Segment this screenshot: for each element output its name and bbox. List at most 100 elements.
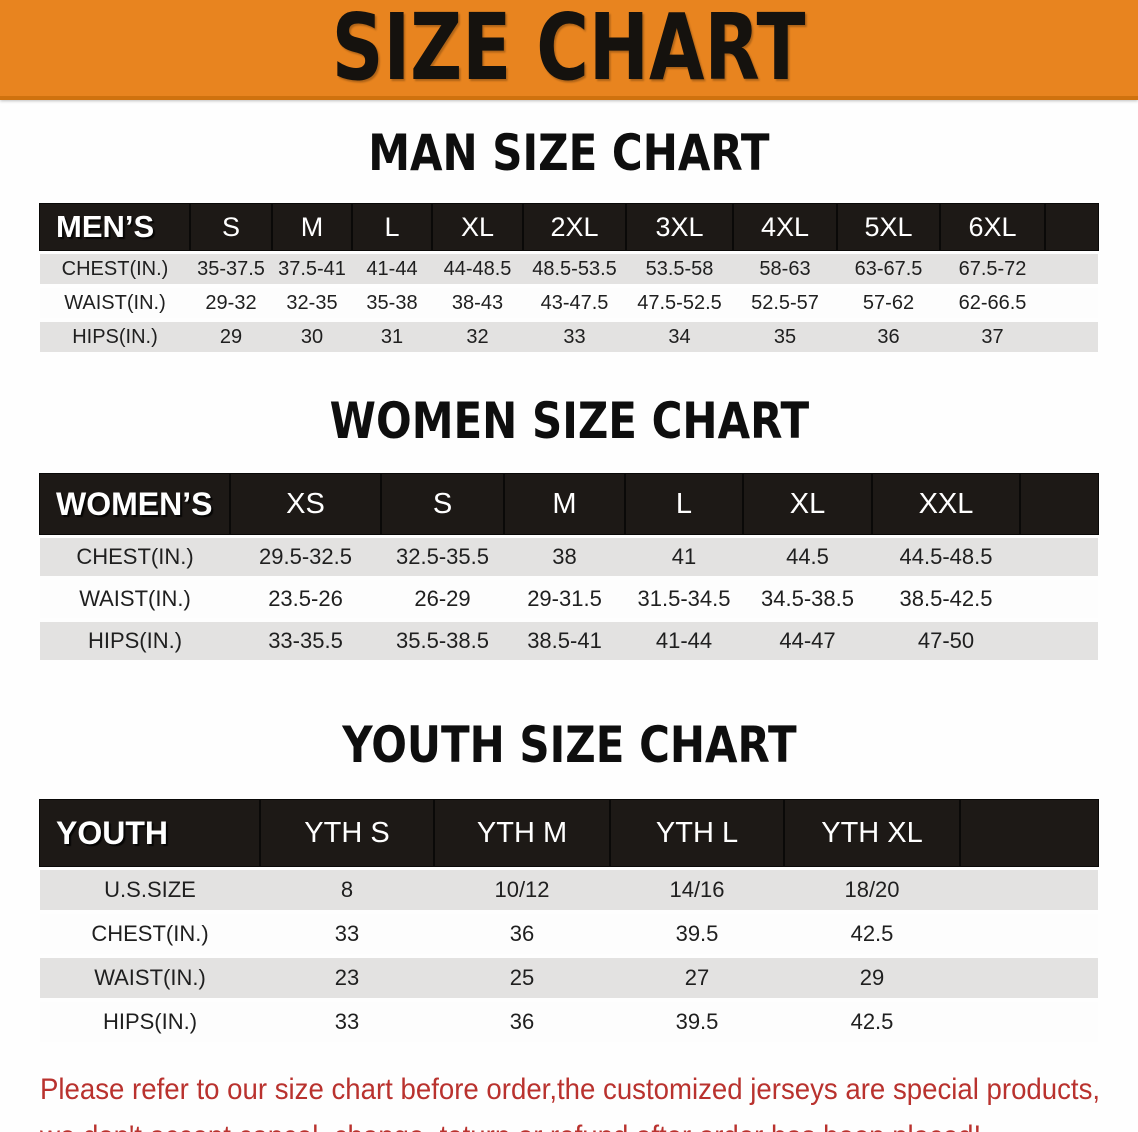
size-value-cell: 34.5-38.5	[743, 580, 872, 618]
women-chest-row: CHEST(IN.) 29.5-32.5 32.5-35.5 38 41 44.…	[40, 538, 1098, 576]
size-value-cell: 38-43	[432, 288, 523, 318]
size-value-cell: 53.5-58	[626, 254, 733, 284]
size-value-cell: 23.5-26	[230, 580, 381, 618]
size-value-cell: 18/20	[784, 870, 960, 910]
size-value-cell: 26-29	[381, 580, 504, 618]
men-size-column: L	[351, 203, 433, 251]
men-size-table: MEN’S S M L XL 2XL 3XL 4XL 5XL 6XL CHEST…	[39, 200, 1099, 356]
men-size-column: 5XL	[836, 203, 941, 251]
women-size-column: XS	[229, 473, 382, 535]
size-value-cell: 58-63	[733, 254, 837, 284]
women-size-column: XL	[742, 473, 873, 535]
size-value-cell: 33	[523, 322, 626, 352]
men-size-column: S	[189, 203, 273, 251]
size-value-cell: 10/12	[434, 870, 610, 910]
youth-header-row: YOUTH YTH S YTH M YTH L YTH XL	[39, 799, 1099, 867]
row-label: HIPS(IN.)	[40, 322, 190, 352]
disclaimer-line-1: Please refer to our size chart before or…	[40, 1073, 1101, 1106]
filler-cell	[960, 958, 1098, 998]
men-header-row: MEN’S S M L XL 2XL 3XL 4XL 5XL 6XL	[39, 203, 1099, 251]
youth-size-column: YTH XL	[783, 799, 961, 867]
filler-cell	[960, 914, 1098, 954]
women-section-heading: WOMEN SIZE CHART	[0, 396, 1138, 446]
youth-chest-row: CHEST(IN.) 33 36 39.5 42.5	[40, 914, 1098, 954]
size-value-cell: 37.5-41	[272, 254, 352, 284]
row-label: WAIST(IN.)	[40, 580, 230, 618]
size-value-cell: 41-44	[352, 254, 432, 284]
size-value-cell: 29	[190, 322, 272, 352]
filler-cell	[1045, 254, 1098, 284]
size-chart-banner: SIZE CHART	[0, 0, 1138, 100]
size-value-cell: 57-62	[837, 288, 940, 318]
youth-size-column: YTH S	[259, 799, 435, 867]
size-value-cell: 31	[352, 322, 432, 352]
filler-cell	[960, 870, 1098, 910]
women-size-column: M	[503, 473, 626, 535]
size-value-cell: 34	[626, 322, 733, 352]
size-value-cell: 48.5-53.5	[523, 254, 626, 284]
size-value-cell: 43-47.5	[523, 288, 626, 318]
men-size-column: 4XL	[732, 203, 838, 251]
size-value-cell: 35.5-38.5	[381, 622, 504, 660]
men-size-column: M	[271, 203, 353, 251]
size-value-cell: 41	[625, 538, 743, 576]
men-size-column: XL	[431, 203, 524, 251]
row-label: CHEST(IN.)	[40, 914, 260, 954]
men-header-label: MEN’S	[39, 203, 191, 251]
youth-size-column: YTH M	[433, 799, 611, 867]
size-value-cell: 29	[784, 958, 960, 998]
size-value-cell: 29-32	[190, 288, 272, 318]
size-value-cell: 33	[260, 914, 434, 954]
women-header-label: WOMEN’S	[39, 473, 231, 535]
men-waist-row: WAIST(IN.) 29-32 32-35 35-38 38-43 43-47…	[40, 288, 1098, 318]
size-value-cell: 27	[610, 958, 784, 998]
size-value-cell: 44.5-48.5	[872, 538, 1020, 576]
size-value-cell: 8	[260, 870, 434, 910]
size-value-cell: 36	[434, 1002, 610, 1042]
size-value-cell: 35	[733, 322, 837, 352]
women-size-column: XXL	[871, 473, 1021, 535]
size-value-cell: 42.5	[784, 1002, 960, 1042]
filler-cell	[1020, 622, 1098, 660]
size-value-cell: 39.5	[610, 1002, 784, 1042]
size-value-cell: 44.5	[743, 538, 872, 576]
row-label: CHEST(IN.)	[40, 538, 230, 576]
size-value-cell: 38.5-41	[504, 622, 625, 660]
filler-cell	[1019, 473, 1099, 535]
size-value-cell: 41-44	[625, 622, 743, 660]
row-label: HIPS(IN.)	[40, 622, 230, 660]
men-size-column: 6XL	[939, 203, 1046, 251]
size-value-cell: 67.5-72	[940, 254, 1045, 284]
filler-cell	[1020, 580, 1098, 618]
row-label: HIPS(IN.)	[40, 1002, 260, 1042]
men-chest-row: CHEST(IN.) 35-37.5 37.5-41 41-44 44-48.5…	[40, 254, 1098, 284]
youth-size-column: YTH L	[609, 799, 785, 867]
size-value-cell: 32	[432, 322, 523, 352]
filler-cell	[959, 799, 1099, 867]
youth-waist-row: WAIST(IN.) 23 25 27 29	[40, 958, 1098, 998]
size-value-cell: 44-48.5	[432, 254, 523, 284]
size-value-cell: 33	[260, 1002, 434, 1042]
size-value-cell: 36	[837, 322, 940, 352]
size-value-cell: 44-47	[743, 622, 872, 660]
size-value-cell: 36	[434, 914, 610, 954]
row-label: U.S.SIZE	[40, 870, 260, 910]
youth-hips-row: HIPS(IN.) 33 36 39.5 42.5	[40, 1002, 1098, 1042]
size-value-cell: 32.5-35.5	[381, 538, 504, 576]
size-value-cell: 14/16	[610, 870, 784, 910]
size-value-cell: 38	[504, 538, 625, 576]
youth-section-heading: YOUTH SIZE CHART	[0, 720, 1138, 770]
filler-cell	[1045, 288, 1098, 318]
size-value-cell: 30	[272, 322, 352, 352]
size-value-cell: 47.5-52.5	[626, 288, 733, 318]
women-waist-row: WAIST(IN.) 23.5-26 26-29 29-31.5 31.5-34…	[40, 580, 1098, 618]
size-value-cell: 63-67.5	[837, 254, 940, 284]
women-size-table: WOMEN’S XS S M L XL XXL CHEST(IN.) 29.5-…	[39, 470, 1099, 664]
size-value-cell: 42.5	[784, 914, 960, 954]
size-value-cell: 23	[260, 958, 434, 998]
disclaimer-text: Please refer to our size chart before or…	[40, 1066, 1101, 1132]
row-label: WAIST(IN.)	[40, 958, 260, 998]
size-value-cell: 62-66.5	[940, 288, 1045, 318]
size-value-cell: 29.5-32.5	[230, 538, 381, 576]
filler-cell	[1045, 322, 1098, 352]
